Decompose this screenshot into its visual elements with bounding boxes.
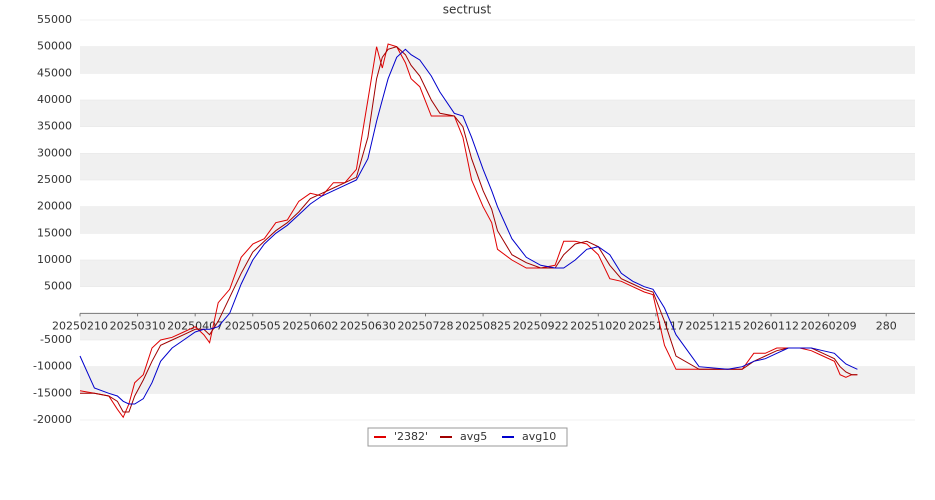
x-tick-label: 20260112 (743, 319, 799, 332)
y-tick-label: 45000 (37, 66, 72, 79)
y-tick-label: 20000 (37, 200, 72, 213)
y-tick-label: 25000 (37, 173, 72, 186)
x-tick-label: 280 (876, 319, 897, 332)
y-tick-label: 40000 (37, 93, 72, 106)
grid-band (80, 233, 915, 260)
legend-label: avg10 (522, 430, 556, 443)
x-tick-label: 20250505 (225, 319, 281, 332)
x-tick-label: 20250922 (513, 319, 569, 332)
x-tick-label: 20250825 (455, 319, 511, 332)
grid-band (80, 100, 915, 127)
x-tick-label: 20250602 (282, 319, 338, 332)
x-tick-label: 20251020 (570, 319, 626, 332)
grid-band (80, 20, 915, 47)
grid-band (80, 126, 915, 154)
y-tick-label: 50000 (37, 40, 72, 53)
y-tick-label: -20000 (33, 413, 72, 426)
y-tick-label: -10000 (33, 360, 72, 373)
grid-band (80, 260, 915, 287)
grid-band (80, 313, 915, 340)
y-tick-label: -5000 (40, 333, 72, 346)
x-tick-label: 20251117 (628, 319, 684, 332)
series-line (79, 48, 858, 405)
legend-box (367, 427, 568, 447)
y-tick-label: 30000 (37, 146, 72, 159)
legend-label: '2382' (394, 430, 428, 443)
grid-band (80, 366, 915, 394)
grid-band (80, 180, 915, 207)
chart-title: sectrust (443, 3, 492, 17)
grid-band (80, 46, 915, 74)
y-tick-label: 5000 (44, 280, 72, 293)
x-tick-label: 20250310 (110, 319, 166, 332)
x-tick-label: 20251215 (685, 319, 741, 332)
grid-band (80, 393, 915, 420)
y-tick-label: 15000 (37, 226, 72, 239)
series-line (80, 46, 858, 413)
y-tick-label: 10000 (37, 253, 72, 266)
y-tick-label: 55000 (37, 13, 72, 26)
grid-band (80, 286, 915, 314)
grid-band (80, 340, 915, 367)
x-tick-label: 20260209 (801, 319, 857, 332)
grid-band (80, 153, 915, 180)
y-tick-label: -15000 (33, 386, 72, 399)
x-tick-label: 20250728 (398, 319, 454, 332)
x-tick-label: 20250630 (340, 319, 396, 332)
y-tick-label: 35000 (37, 120, 72, 133)
grid-band (80, 73, 915, 100)
x-tick-label: 20250210 (52, 319, 108, 332)
legend-label: avg5 (460, 430, 487, 443)
